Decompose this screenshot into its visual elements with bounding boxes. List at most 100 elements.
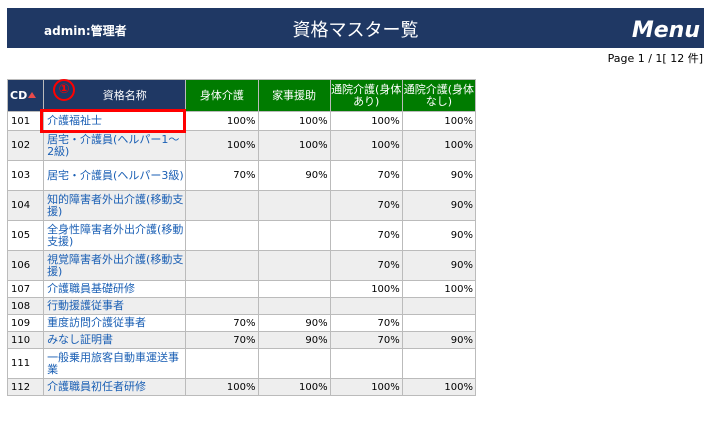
- column-header-hospital-without-body: 通院介護(身体なし): [401, 79, 477, 112]
- table-row: 102 居宅・介護員(ヘルパー1〜2級) 100% 100% 100% 100%: [6, 130, 477, 161]
- cell-rate: 90%: [401, 220, 477, 251]
- column-header-housework: 家事援助: [257, 79, 331, 112]
- table-row: 112 介護職員初任者研修 100% 100% 100% 100%: [6, 378, 477, 396]
- cell-rate: [329, 348, 403, 379]
- cell-rate: 100%: [329, 111, 403, 131]
- cell-rate: [257, 297, 331, 315]
- column-header-body-care: 身体介護: [185, 79, 259, 112]
- cell-rate: 100%: [185, 130, 259, 161]
- cell-rate: 90%: [257, 314, 331, 332]
- cell-rate: 90%: [401, 190, 477, 221]
- cell-name: 介護職員基礎研修: [43, 280, 187, 298]
- cell-cd: 104: [6, 190, 45, 221]
- cell-rate: 90%: [401, 160, 477, 191]
- cell-name: 視覚障害者外出介護(移動支援): [43, 250, 187, 281]
- cell-rate: [401, 297, 477, 315]
- qualification-link[interactable]: 介護職員初任者研修: [47, 380, 147, 393]
- cell-rate: 100%: [329, 280, 403, 298]
- cell-rate: 100%: [257, 130, 331, 161]
- cell-cd: 107: [6, 280, 45, 298]
- cell-rate: [257, 280, 331, 298]
- cell-rate: [185, 190, 259, 221]
- column-header-name-label: 資格名称: [102, 88, 147, 102]
- cell-name: 行動援護従事者: [43, 297, 187, 315]
- cell-rate: [257, 250, 331, 281]
- cell-rate: [185, 220, 259, 251]
- table-row: 105 全身性障害者外出介護(移動支援) 70% 90%: [6, 220, 477, 251]
- cell-cd: 109: [6, 314, 45, 332]
- cell-name: 介護職員初任者研修: [43, 378, 187, 396]
- table-row: 109 重度訪問介護従事者 70% 90% 70%: [6, 314, 477, 332]
- callout-number: ①: [53, 79, 75, 101]
- cell-rate: 100%: [329, 378, 403, 396]
- qualification-link[interactable]: 行動援護従事者: [47, 299, 125, 312]
- table-row: 106 視覚障害者外出介護(移動支援) 70% 90%: [6, 250, 477, 281]
- logged-in-user: admin:管理者: [44, 24, 127, 38]
- qualification-link[interactable]: 重度訪問介護従事者: [47, 316, 147, 329]
- cell-name: 一般乗用旅客自動車運送事業: [43, 348, 187, 379]
- qualification-link[interactable]: 居宅・介護員(ヘルパー3級): [47, 168, 184, 182]
- cell-rate: [257, 220, 331, 251]
- column-header-cd[interactable]: CD: [6, 79, 45, 112]
- qualification-link[interactable]: 視覚障害者外出介護(移動支援): [47, 252, 184, 278]
- cell-cd: 112: [6, 378, 45, 396]
- qualification-link[interactable]: 介護職員基礎研修: [47, 282, 136, 295]
- cell-rate: 100%: [401, 280, 477, 298]
- cell-rate: [401, 314, 477, 332]
- cell-rate: [185, 280, 259, 298]
- cell-rate: 70%: [329, 314, 403, 332]
- cell-rate: [185, 250, 259, 281]
- cell-rate: 90%: [401, 331, 477, 349]
- cell-rate: 100%: [401, 111, 477, 131]
- cell-cd: 101: [6, 111, 45, 131]
- table-row: 111 一般乗用旅客自動車運送事業: [6, 348, 477, 379]
- cell-rate: 100%: [185, 111, 259, 131]
- qualification-link[interactable]: 一般乗用旅客自動車運送事業: [47, 350, 180, 376]
- menu-button[interactable]: Menu: [631, 18, 700, 43]
- cell-name: 全身性障害者外出介護(移動支援): [43, 220, 187, 251]
- cell-cd: 105: [6, 220, 45, 251]
- table-header-row: CD 資格名称 身体介護 家事援助 通院介護(身体あり) 通院介護(身体なし): [6, 79, 477, 112]
- sort-ascending-icon: [28, 91, 37, 98]
- cell-name: 居宅・介護員(ヘルパー1〜2級): [43, 130, 187, 161]
- cell-rate: 70%: [329, 160, 403, 191]
- page-title: 資格マスター覧: [292, 20, 419, 41]
- cell-rate: 90%: [257, 160, 331, 191]
- cell-rate: [185, 297, 259, 315]
- cell-rate: 100%: [401, 378, 477, 396]
- qualification-link[interactable]: 居宅・介護員(ヘルパー1〜2級): [47, 132, 180, 158]
- cell-cd: 111: [6, 348, 45, 379]
- qualification-link[interactable]: 全身性障害者外出介護(移動支援): [47, 222, 184, 248]
- qualification-link[interactable]: 介護福祉士: [47, 114, 103, 127]
- table-row: 101 介護福祉士 100% 100% 100% 100%: [6, 111, 477, 131]
- qualification-link[interactable]: 知的障害者外出介護(移動支援): [47, 192, 184, 218]
- table-row: 103 居宅・介護員(ヘルパー3級) 70% 90% 70% 90%: [6, 160, 477, 191]
- cell-rate: 70%: [329, 250, 403, 281]
- cell-rate: 100%: [329, 130, 403, 161]
- cell-cd: 110: [6, 331, 45, 349]
- cell-cd: 108: [6, 297, 45, 315]
- qualification-table: CD 資格名称 身体介護 家事援助 通院介護(身体あり) 通院介護(身体なし) …: [6, 79, 477, 396]
- cell-rate: [401, 348, 477, 379]
- qualification-link[interactable]: みなし証明書: [47, 333, 114, 346]
- cell-rate: [257, 348, 331, 379]
- cell-rate: 90%: [401, 250, 477, 281]
- cell-cd: 106: [6, 250, 45, 281]
- cell-rate: 70%: [329, 220, 403, 251]
- cell-rate: 100%: [257, 378, 331, 396]
- cell-rate: 70%: [185, 160, 259, 191]
- cell-rate: [257, 190, 331, 221]
- table-row: 108 行動援護従事者: [6, 297, 477, 315]
- table-row: 110 みなし証明書 70% 90% 70% 90%: [6, 331, 477, 349]
- cell-name: みなし証明書: [43, 331, 187, 349]
- cell-name: 重度訪問介護従事者: [43, 314, 187, 332]
- column-header-cd-label: CD: [10, 88, 28, 102]
- table-row: 104 知的障害者外出介護(移動支援) 70% 90%: [6, 190, 477, 221]
- cell-name: 介護福祉士: [43, 111, 187, 131]
- cell-rate: 100%: [185, 378, 259, 396]
- cell-rate: 70%: [329, 331, 403, 349]
- cell-rate: 90%: [257, 331, 331, 349]
- cell-name: 知的障害者外出介護(移動支援): [43, 190, 187, 221]
- cell-name: 居宅・介護員(ヘルパー3級): [43, 160, 187, 191]
- cell-cd: 102: [6, 130, 45, 161]
